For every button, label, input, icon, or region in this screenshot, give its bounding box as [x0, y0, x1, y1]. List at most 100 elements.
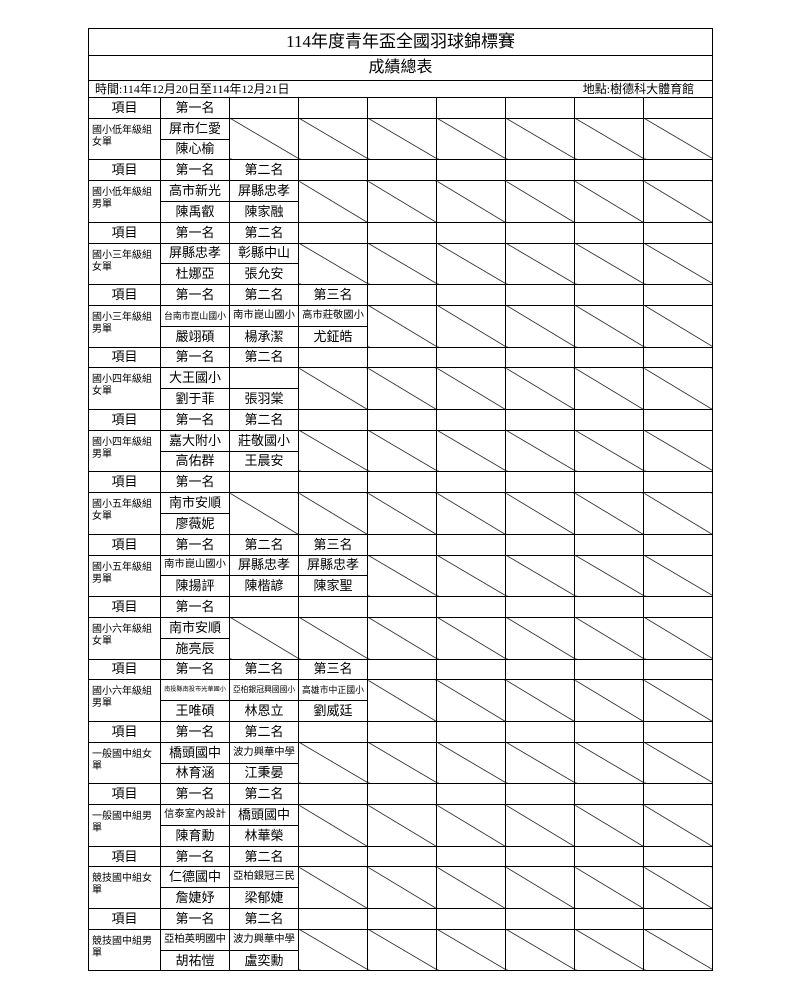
item-label: 項目 [88, 284, 161, 306]
empty-cell [505, 471, 575, 494]
header-row: 項目 第一名 [88, 471, 714, 494]
void-cell [298, 492, 368, 535]
school: 台南市崑山國小 [160, 304, 230, 327]
rank-header: 第一名 [160, 284, 230, 306]
void-cell [367, 804, 437, 847]
name-row: 林育涵 江秉晏 [89, 762, 713, 785]
name-row: 施亮辰 [89, 637, 713, 660]
rank-header: 第一名 [160, 658, 230, 681]
empty-cell [298, 908, 368, 930]
void-cell [298, 804, 368, 847]
void-cell [436, 866, 506, 910]
category: 國小低年級組男單 [88, 180, 161, 223]
void-cell [229, 117, 299, 161]
category: 國小三年級組男單 [88, 304, 161, 348]
item-label: 項目 [88, 408, 161, 431]
player-name: 施亮辰 [160, 637, 230, 660]
empty-cell [436, 596, 506, 618]
player-name: 林華榮 [229, 824, 299, 847]
school: 嘉大附小 [160, 429, 230, 452]
void-cell [505, 866, 575, 910]
rank-header: 第二名 [229, 408, 299, 431]
void-cell [642, 679, 714, 722]
void-cell [298, 117, 368, 161]
category: 競技國中組男單 [88, 928, 161, 972]
empty-cell [642, 658, 714, 681]
empty-cell [436, 221, 506, 244]
void-cell [298, 741, 368, 785]
void-cell [367, 429, 437, 473]
void-cell [574, 554, 644, 598]
empty-cell [298, 845, 368, 868]
void-cell [298, 242, 368, 286]
void-cell [505, 367, 575, 410]
info-row: 時間:114年12月20日至114年12月21日 地點:樹德科大體育館 [87, 80, 714, 98]
void-cell [436, 928, 506, 972]
rank-header: 第二名 [229, 783, 299, 806]
empty-cell [505, 533, 575, 556]
empty-cell [574, 284, 644, 306]
empty-cell [574, 783, 644, 806]
empty-cell [367, 845, 437, 868]
school: 屏縣忠孝 [229, 180, 299, 202]
empty-cell [298, 596, 368, 618]
empty-cell [505, 159, 575, 182]
player-name: 尤鉦皓 [298, 325, 368, 348]
empty-cell [298, 221, 368, 244]
void-cell [505, 304, 575, 348]
void-cell [574, 242, 644, 286]
empty-cell [436, 533, 506, 556]
void-cell [642, 616, 714, 660]
rank-header: 第二名 [229, 346, 299, 369]
empty-cell [642, 783, 714, 806]
school: 屏縣忠孝 [298, 554, 368, 577]
empty-cell [367, 408, 437, 431]
void-cell [505, 554, 575, 598]
school: 亞柏銀冠興國國小 [229, 679, 299, 702]
void-cell [574, 679, 644, 722]
empty-cell [642, 221, 714, 244]
void-cell [229, 616, 299, 660]
school-row: 競技國中組女單 仁德國中 亞柏銀冠三民 [88, 866, 714, 910]
void-cell [574, 492, 644, 535]
empty-cell [367, 97, 437, 119]
empty-cell [574, 596, 644, 618]
rank-header: 第一名 [160, 720, 230, 743]
rank-header: 第一名 [160, 845, 230, 868]
empty-cell [298, 471, 368, 494]
rank-header: 第一名 [160, 97, 230, 119]
void-cell [436, 616, 506, 660]
header-row: 項目 第一名 第二名 [88, 159, 714, 182]
header-row: 項目 第一名 第二名 [88, 346, 714, 369]
player-name: 高佑群 [160, 450, 230, 473]
void-cell [574, 928, 644, 972]
item-label: 項目 [88, 471, 161, 494]
void-cell [574, 367, 644, 410]
empty-cell [436, 845, 506, 868]
empty-cell [298, 408, 368, 431]
name-row: 胡祐愷 盧奕勳 [89, 949, 713, 972]
rank-header: 第二名 [229, 159, 299, 182]
school: 亞柏英明國中 [160, 928, 230, 951]
empty-cell [574, 845, 644, 868]
void-cell [642, 866, 714, 910]
empty-cell [298, 346, 368, 369]
void-cell [298, 367, 368, 410]
school: 高市新光 [160, 180, 230, 202]
school: 屏市仁愛 [160, 117, 230, 140]
category: 國小三年級組女單 [88, 242, 161, 286]
rank-header: 第三名 [298, 658, 368, 681]
name-row: 廖薇妮 [89, 512, 713, 535]
name-row: 高佑群 王晨安 [89, 450, 713, 473]
void-cell [642, 492, 714, 535]
void-cell [505, 429, 575, 473]
empty-cell [574, 471, 644, 494]
void-cell [436, 367, 506, 410]
empty-cell [505, 783, 575, 806]
void-cell [505, 741, 575, 785]
player-name: 陳家融 [229, 200, 299, 223]
void-cell [367, 180, 437, 223]
void-cell [505, 492, 575, 535]
player-name: 廖薇妮 [160, 512, 230, 535]
empty-cell [229, 367, 299, 390]
